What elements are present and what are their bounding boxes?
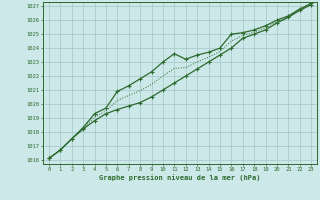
X-axis label: Graphe pression niveau de la mer (hPa): Graphe pression niveau de la mer (hPa) — [99, 174, 261, 181]
